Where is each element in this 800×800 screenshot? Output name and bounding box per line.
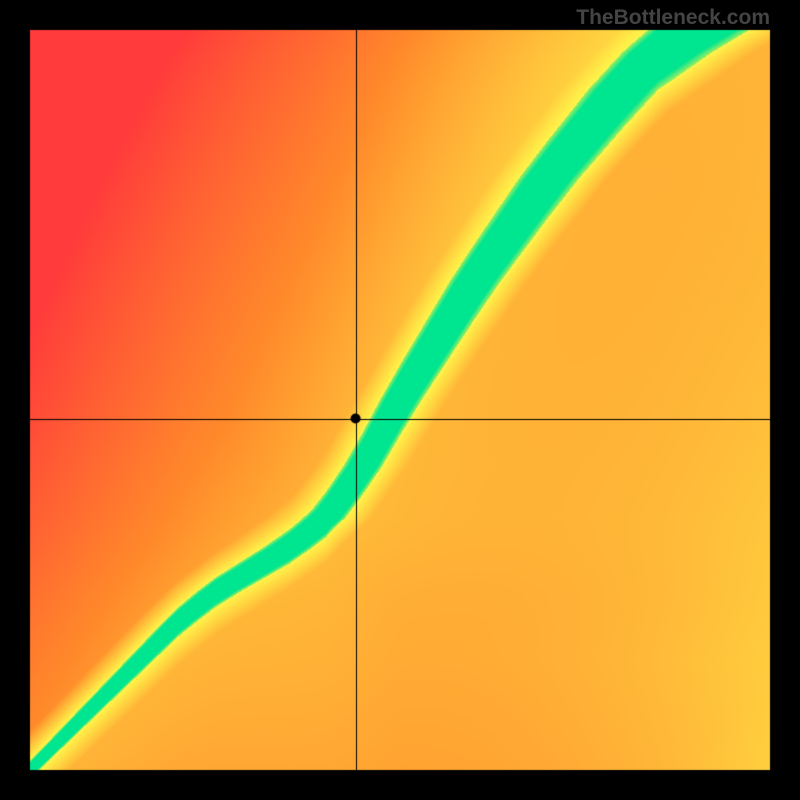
watermark-text: TheBottleneck.com	[576, 6, 770, 30]
chart-container: TheBottleneck.com	[0, 0, 800, 800]
bottleneck-heatmap	[0, 0, 800, 800]
